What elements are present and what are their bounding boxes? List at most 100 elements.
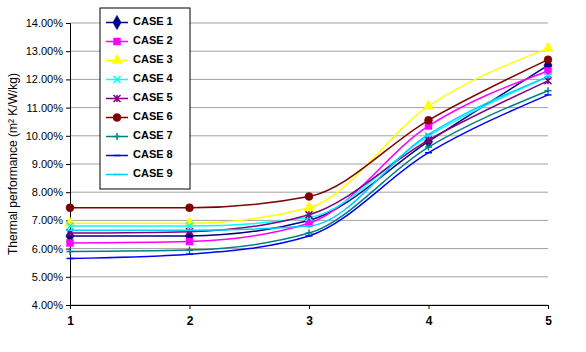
tick-label: 7.00% xyxy=(32,214,63,226)
marker xyxy=(67,230,74,237)
legend-entry: CASE 3 xyxy=(106,53,173,65)
tick-mark xyxy=(66,108,70,109)
tick: 4.00% xyxy=(32,299,70,311)
tick-label: 11.00% xyxy=(27,102,64,114)
series xyxy=(67,73,552,229)
tick-label: 5 xyxy=(545,314,552,328)
marker xyxy=(67,248,74,255)
series-line xyxy=(70,77,548,226)
tick: 2 xyxy=(187,305,194,328)
marker xyxy=(67,223,74,230)
marker xyxy=(306,230,313,237)
legend-marker xyxy=(112,54,123,63)
tick: 6.00% xyxy=(32,243,70,255)
legend-entry: CASE 8 xyxy=(106,148,173,160)
legend-marker xyxy=(114,133,121,140)
tick: 5 xyxy=(545,305,552,328)
tick-label: 2 xyxy=(187,314,194,328)
marker xyxy=(545,87,552,94)
tick-label: 3 xyxy=(306,314,313,328)
marker xyxy=(186,230,193,232)
chart: 4.00%5.00%6.00%7.00%8.00%9.00%10.00%11.0… xyxy=(0,0,586,352)
tick-mark xyxy=(190,305,191,309)
marker xyxy=(306,225,313,227)
marker xyxy=(304,202,315,211)
series-line xyxy=(70,91,548,252)
tick-mark xyxy=(309,305,310,309)
marker xyxy=(543,42,554,51)
legend-label: CASE 3 xyxy=(133,53,173,65)
tick-label: 10.00% xyxy=(26,130,64,142)
y-axis-title: Thermal performance (m² K/W/kg) xyxy=(6,73,20,255)
legend-entry: CASE 7 xyxy=(106,129,173,141)
series xyxy=(67,77,552,236)
tick-mark xyxy=(66,277,70,278)
marker xyxy=(425,134,432,136)
tick: 7.00% xyxy=(32,214,70,226)
marker xyxy=(186,253,193,255)
series-line xyxy=(70,77,548,231)
marker xyxy=(184,217,195,226)
tick-label: 12.00% xyxy=(26,73,64,85)
marker xyxy=(545,76,552,78)
legend-label: CASE 5 xyxy=(133,91,173,103)
legend-entry: CASE 5 xyxy=(106,91,173,103)
tick-label: 4 xyxy=(426,314,433,328)
legend-entry: CASE 4 xyxy=(106,72,174,84)
tick: 12.00% xyxy=(26,73,70,85)
legend-marker xyxy=(114,76,121,83)
marker xyxy=(186,238,193,245)
tick: 9.00% xyxy=(32,158,70,170)
tick: 4 xyxy=(426,305,433,328)
marker xyxy=(65,217,76,226)
tick: 3 xyxy=(306,305,313,328)
series-line xyxy=(70,65,548,236)
marker xyxy=(545,94,552,96)
marker xyxy=(67,258,74,260)
series-line xyxy=(70,48,548,223)
series-group xyxy=(65,42,554,258)
marker xyxy=(305,192,313,200)
tick-label: 9.00% xyxy=(32,158,63,170)
legend: CASE 1CASE 2CASE 3CASE 4CASE 5CASE 6CASE… xyxy=(100,8,190,189)
marker xyxy=(425,152,432,154)
tick-mark xyxy=(548,305,549,309)
marker xyxy=(66,204,74,212)
legend-label: CASE 1 xyxy=(133,15,173,27)
legend-box xyxy=(100,8,190,189)
marker xyxy=(306,211,313,218)
legend-swatch xyxy=(106,174,128,176)
tick-mark xyxy=(66,79,70,80)
legend-marker xyxy=(113,15,121,29)
legend-marker xyxy=(114,155,121,157)
marker xyxy=(186,204,194,212)
tick-mark xyxy=(66,23,70,24)
tick: 10.00% xyxy=(26,130,70,142)
tick-mark xyxy=(66,51,70,52)
legend-entry: CASE 1 xyxy=(106,15,173,29)
marker xyxy=(67,239,74,246)
tick: 13.00% xyxy=(26,45,70,57)
marker xyxy=(67,230,74,232)
marker xyxy=(186,247,193,254)
marker xyxy=(544,56,552,64)
tick: 8.00% xyxy=(32,186,70,198)
legend-entry: CASE 2 xyxy=(106,34,173,46)
tick-mark xyxy=(66,305,70,306)
legend-label: CASE 2 xyxy=(133,34,173,46)
tick: 1 xyxy=(67,305,74,328)
legend-label: CASE 4 xyxy=(133,72,174,84)
y-axis: 4.00%5.00%6.00%7.00%8.00%9.00%10.00%11.0… xyxy=(26,17,71,311)
marker xyxy=(425,144,432,151)
axis-line xyxy=(71,306,549,310)
tick-mark xyxy=(66,136,70,137)
tick: 14.00% xyxy=(26,17,70,29)
legend-label: CASE 7 xyxy=(133,129,173,141)
legend-marker xyxy=(113,114,121,122)
legend-entry: CASE 9 xyxy=(106,167,173,179)
tick-label: 4.00% xyxy=(32,299,63,311)
series xyxy=(67,95,552,259)
tick-mark xyxy=(66,192,70,193)
legend-marker xyxy=(114,174,121,176)
tick-mark xyxy=(66,164,70,165)
